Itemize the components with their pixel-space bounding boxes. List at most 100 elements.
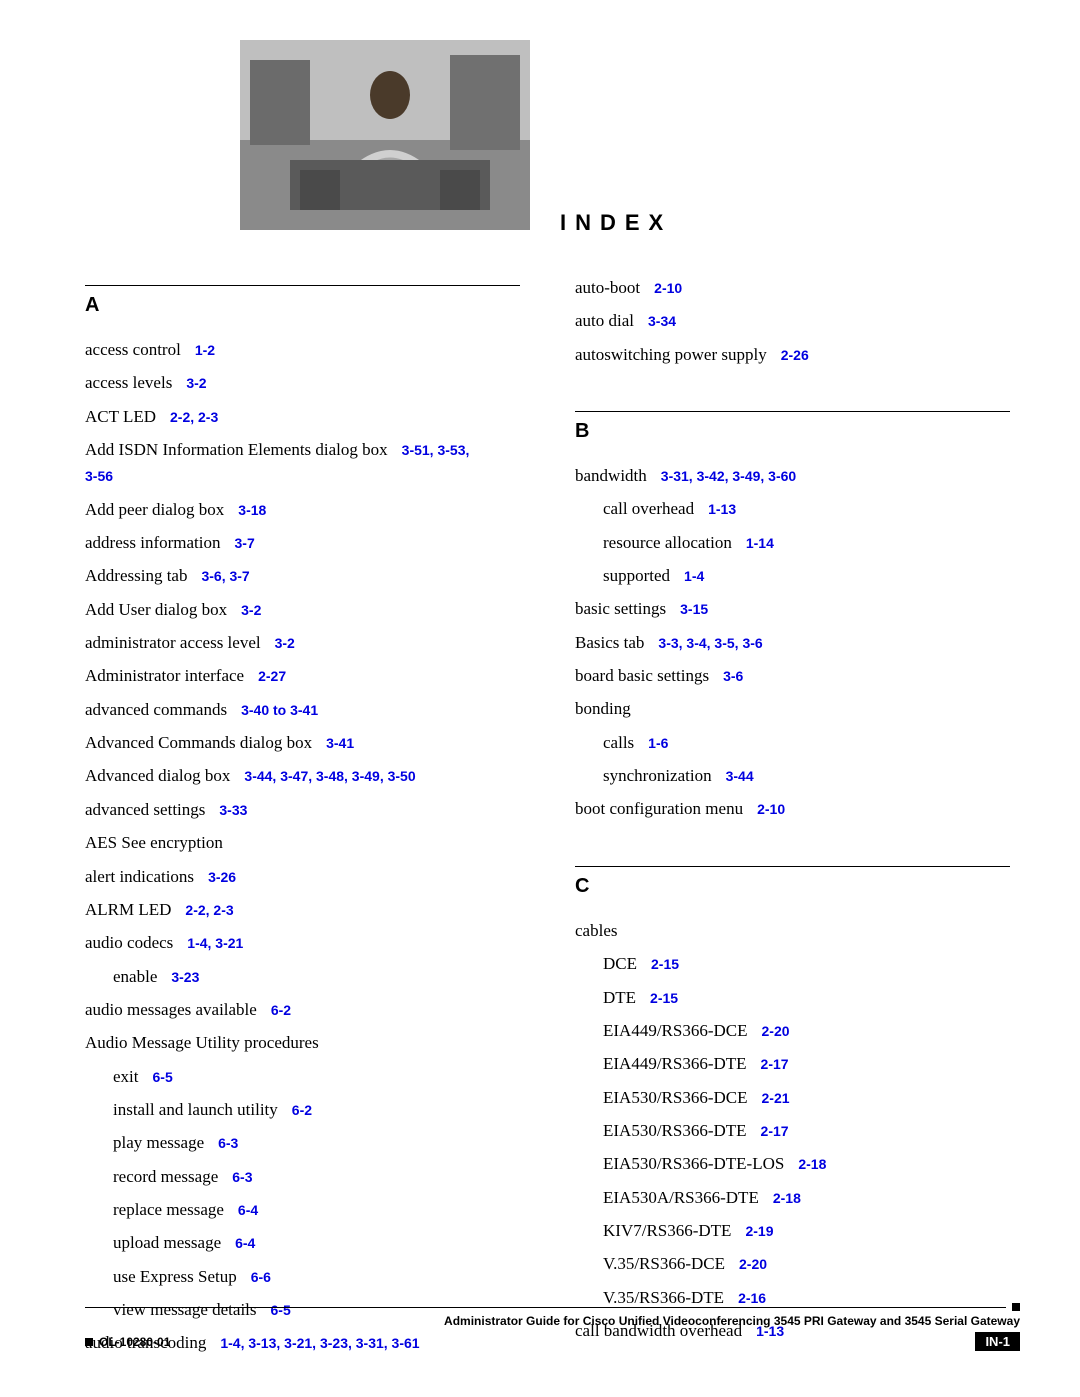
index-page-ref[interactable]: 3-56 — [85, 468, 113, 484]
index-page-ref[interactable]: 6-2 — [271, 1002, 291, 1018]
index-page-ref[interactable]: 3-23 — [171, 969, 199, 985]
index-entry: Advanced dialog box3-44, 3-47, 3-48, 3-4… — [85, 763, 520, 789]
index-page-ref[interactable]: 6-3 — [218, 1135, 238, 1151]
index-page-ref[interactable]: 6-5 — [153, 1069, 173, 1085]
index-page-ref[interactable]: 3-3, 3-4, 3-5, 3-6 — [658, 635, 762, 651]
index-entry: use Express Setup 6-6 — [85, 1264, 520, 1290]
index-entry-text: Add ISDN Information Elements dialog box — [85, 440, 388, 459]
index-columns: A access control1-2access levels3-2ACT L… — [85, 275, 1020, 1364]
index-page-ref[interactable]: 3-26 — [208, 869, 236, 885]
index-page-ref[interactable]: 2-18 — [773, 1190, 801, 1206]
index-page-ref[interactable]: 2-19 — [745, 1223, 773, 1239]
index-page-ref[interactable]: 3-31, 3-42, 3-49, 3-60 — [661, 468, 796, 484]
right-column: auto-boot2-10auto dial3-34autoswitching … — [575, 275, 1010, 1364]
index-page-ref[interactable]: 3-44, 3-47, 3-48, 3-49, 3-50 — [244, 768, 415, 784]
index-entry-text: AES See encryption — [85, 833, 223, 852]
index-entry-text: advanced settings — [85, 800, 205, 819]
index-page-ref[interactable]: 6-6 — [251, 1269, 271, 1285]
index-entry: bonding — [575, 696, 1010, 722]
index-page-ref[interactable]: 3-2 — [186, 375, 206, 391]
index-page-ref[interactable]: 1-2 — [195, 342, 215, 358]
index-entry: EIA530/RS366-DTE-LOS2-18 — [575, 1151, 1010, 1177]
index-entry-text: auto-boot — [575, 278, 640, 297]
index-entry: EIA530/RS366-DCE2-21 — [575, 1085, 1010, 1111]
index-entry: audio codecs 1-4, 3-21 — [85, 930, 520, 956]
footer-page-number: IN-1 — [975, 1332, 1020, 1351]
index-page-ref[interactable]: 2-17 — [761, 1123, 789, 1139]
index-page-ref[interactable]: 3-2 — [275, 635, 295, 651]
index-page-ref[interactable]: 2-21 — [762, 1090, 790, 1106]
index-entry: call overhead 1-13 — [575, 496, 1010, 522]
header-photo — [240, 40, 530, 230]
index-page-ref[interactable]: 2-17 — [761, 1056, 789, 1072]
index-page-ref[interactable]: 3-41 — [326, 735, 354, 751]
index-entry: audio messages available6-2 — [85, 997, 520, 1023]
index-page-ref[interactable]: 3-6 — [723, 668, 743, 684]
index-page-ref[interactable]: 3-34 — [648, 313, 676, 329]
index-page-ref[interactable]: 3-40 to 3-41 — [241, 702, 318, 718]
index-entry-text: cables — [575, 921, 617, 940]
index-entry-text: basic settings — [575, 599, 666, 618]
index-entry: DTE2-15 — [575, 985, 1010, 1011]
page-footer: Administrator Guide for Cisco Unified Vi… — [85, 1303, 1020, 1351]
index-page-ref[interactable]: 1-14 — [746, 535, 774, 551]
index-entry-text: enable — [113, 967, 157, 986]
index-page-ref[interactable]: 2-27 — [258, 668, 286, 684]
index-entry: resource allocation1-14 — [575, 530, 1010, 556]
index-entry: Administrator interface2-27 — [85, 663, 520, 689]
index-entry-text: install and launch utility — [113, 1100, 278, 1119]
index-page-ref[interactable]: 6-3 — [232, 1169, 252, 1185]
index-page-ref[interactable]: 6-4 — [235, 1235, 255, 1251]
index-page-ref[interactable]: 3-33 — [219, 802, 247, 818]
index-page-ref[interactable]: 6-4 — [238, 1202, 258, 1218]
index-page-ref[interactable]: 6-2 — [292, 1102, 312, 1118]
index-entry-text: audio codecs — [85, 933, 173, 952]
index-page-ref[interactable]: 1-4 — [684, 568, 704, 584]
index-entry-text: auto dial — [575, 311, 634, 330]
index-entry: play message6-3 — [85, 1130, 520, 1156]
index-page-ref[interactable]: 2-26 — [781, 347, 809, 363]
index-entry: Add peer dialog box3-18 — [85, 497, 520, 523]
index-entry: replace message6-4 — [85, 1197, 520, 1223]
index-entry: access levels3-2 — [85, 370, 520, 396]
index-page-ref[interactable]: 2-20 — [739, 1256, 767, 1272]
index-page-ref[interactable]: 2-18 — [798, 1156, 826, 1172]
section-letter-a: A — [85, 294, 520, 317]
section-rule-c — [575, 866, 1010, 867]
index-entry-text: ALRM LED — [85, 900, 171, 919]
index-page-ref[interactable]: 2-10 — [654, 280, 682, 296]
index-page-ref[interactable]: 3-7 — [235, 535, 255, 551]
index-page-ref[interactable]: 3-6, 3-7 — [201, 568, 249, 584]
index-entry: address information3-7 — [85, 530, 520, 556]
index-page-ref[interactable]: 2-2, 2-3 — [170, 409, 218, 425]
index-page-ref[interactable]: 2-10 — [757, 801, 785, 817]
index-page-ref[interactable]: 2-2, 2-3 — [185, 902, 233, 918]
index-page-ref[interactable]: 3-44 — [726, 768, 754, 784]
index-entry-text: call overhead — [603, 499, 694, 518]
index-entry: AES See encryption — [85, 830, 520, 856]
index-entry: EIA530/RS366-DTE 2-17 — [575, 1118, 1010, 1144]
index-page-ref[interactable]: 1-13 — [708, 501, 736, 517]
index-page-ref[interactable]: 3-51, 3-53, — [402, 442, 470, 458]
index-page-ref[interactable]: 1-4, 3-21 — [187, 935, 243, 951]
index-page-ref[interactable]: 2-15 — [651, 956, 679, 972]
index-entry-text: EIA530/RS366-DTE — [603, 1121, 747, 1140]
index-entry: supported1-4 — [575, 563, 1010, 589]
index-entry: boot configuration menu2-10 — [575, 796, 1010, 822]
index-entry-text: synchronization — [603, 766, 712, 785]
index-page-ref[interactable]: 1-6 — [648, 735, 668, 751]
index-entry: Advanced Commands dialog box3-41 — [85, 730, 520, 756]
index-page-ref[interactable]: 3-18 — [238, 502, 266, 518]
index-page-ref[interactable]: 3-2 — [241, 602, 261, 618]
index-page-ref[interactable]: 3-15 — [680, 601, 708, 617]
index-entry: auto dial 3-34 — [575, 308, 1010, 334]
index-entry: upload message6-4 — [85, 1230, 520, 1256]
index-entry: access control1-2 — [85, 337, 520, 363]
index-page-ref[interactable]: 2-15 — [650, 990, 678, 1006]
index-page-ref[interactable]: 2-20 — [762, 1023, 790, 1039]
index-entry-text: board basic settings — [575, 666, 709, 685]
index-entry-text: use Express Setup — [113, 1267, 237, 1286]
index-entry: ALRM LED 2-2, 2-3 — [85, 897, 520, 923]
index-entry-text: EIA449/RS366-DTE — [603, 1054, 747, 1073]
index-entry: alert indications3-26 — [85, 864, 520, 890]
